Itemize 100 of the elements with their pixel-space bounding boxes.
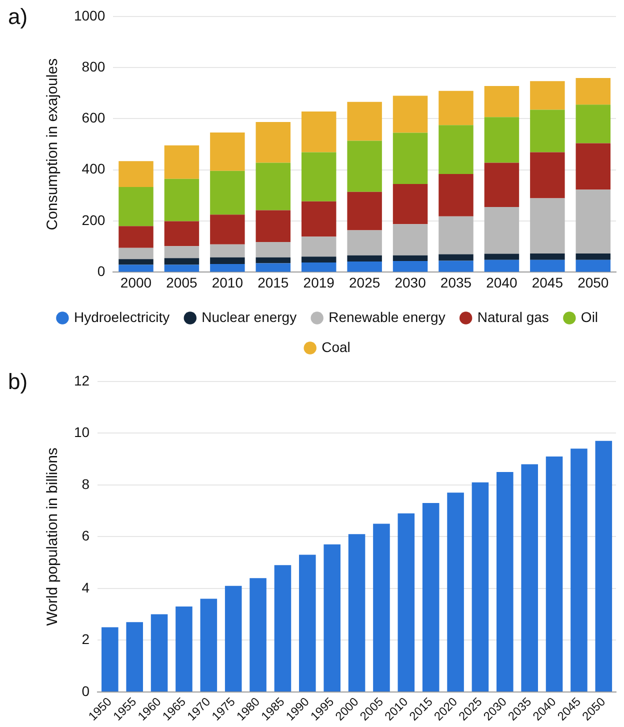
bar [210, 264, 245, 272]
y-tick-label: 2 [82, 631, 90, 648]
legend-label: Natural gas [477, 308, 549, 325]
y-tick-label: 4 [82, 579, 90, 596]
bar [438, 90, 474, 126]
x-tick-label: 2050 [578, 274, 609, 290]
bar [118, 264, 154, 272]
bar [210, 214, 245, 244]
bar [530, 254, 565, 260]
bar [301, 236, 336, 257]
bar [102, 627, 118, 692]
bar [324, 544, 340, 692]
y-tick-label: 800 [82, 58, 106, 74]
bar [164, 258, 200, 265]
bar [164, 178, 200, 222]
x-tick-label: 2005 [166, 274, 198, 290]
bar [164, 264, 200, 272]
bar [256, 242, 291, 258]
bar [118, 187, 154, 226]
bar [274, 565, 292, 692]
bar [521, 464, 538, 692]
x-tick-label: 2000 [120, 274, 152, 290]
x-tick-label: 2010 [212, 274, 244, 290]
bar [256, 122, 291, 163]
y-tick-label: 0 [82, 682, 90, 699]
bar [576, 78, 611, 105]
bar [347, 261, 382, 272]
bar [118, 259, 154, 265]
bar [256, 263, 291, 272]
bar [373, 524, 390, 692]
bar [438, 260, 474, 272]
y-tick-label: 200 [82, 212, 106, 228]
bar [164, 145, 200, 179]
x-tick-label: 2019 [303, 274, 335, 290]
bar [392, 255, 428, 261]
y-tick-label: 12 [74, 372, 90, 388]
bar [301, 112, 336, 152]
bar [200, 598, 218, 692]
bar [347, 102, 382, 141]
bar [301, 262, 336, 272]
bar [150, 614, 168, 692]
bar [256, 257, 291, 264]
bar [422, 503, 440, 692]
bar [484, 206, 520, 254]
legend-label: Oil [580, 308, 598, 325]
bar [595, 440, 612, 692]
x-tick-label: 2045 [532, 274, 564, 290]
x-tick-label: 2040 [486, 274, 518, 290]
y-tick-label: 600 [82, 110, 106, 126]
bar [299, 554, 316, 692]
bar [126, 622, 143, 692]
bar [484, 260, 520, 272]
y-tick-label: 8 [82, 476, 90, 492]
x-tick-label: 2025 [348, 274, 380, 290]
bar [576, 104, 611, 144]
bar [256, 162, 291, 210]
text: b) [8, 369, 28, 395]
bar [210, 257, 245, 264]
bar [438, 216, 474, 254]
bar [472, 482, 489, 692]
bar [576, 190, 611, 254]
bar [398, 513, 415, 692]
bar [576, 260, 611, 272]
legend-label: Renewable energy [328, 308, 446, 325]
bar [347, 230, 382, 256]
y-axis-title: World population in billions [44, 448, 62, 626]
bar [484, 117, 520, 163]
bar [250, 578, 266, 692]
bar [447, 492, 464, 692]
bar [347, 255, 382, 262]
text: a) [8, 4, 28, 30]
bar [301, 201, 336, 237]
bar [576, 254, 611, 260]
y-axis-title: Consumption in exajoules [44, 58, 62, 230]
bar [530, 81, 565, 110]
y-tick-label: 0 [97, 263, 106, 280]
bar [256, 210, 291, 242]
bar [530, 260, 565, 272]
bar [438, 254, 474, 261]
bar [392, 184, 428, 224]
bar [118, 161, 154, 188]
y-tick-label: 400 [82, 160, 106, 177]
x-tick-label: 2035 [440, 274, 472, 290]
bar [210, 170, 245, 215]
bar [530, 152, 565, 198]
bar [530, 110, 565, 152]
bar [301, 152, 336, 202]
legend-label: Hydroelectricity [74, 308, 170, 325]
bar [484, 86, 520, 118]
legend-label: Nuclear energy [202, 308, 297, 325]
bar [301, 256, 336, 262]
bar [210, 244, 245, 258]
bar [118, 248, 154, 260]
bar [348, 534, 366, 692]
bar [210, 132, 245, 171]
bar [484, 162, 520, 207]
bar [224, 586, 242, 692]
y-tick-label: 6 [82, 528, 90, 544]
bar [576, 143, 611, 190]
bar [484, 254, 520, 260]
